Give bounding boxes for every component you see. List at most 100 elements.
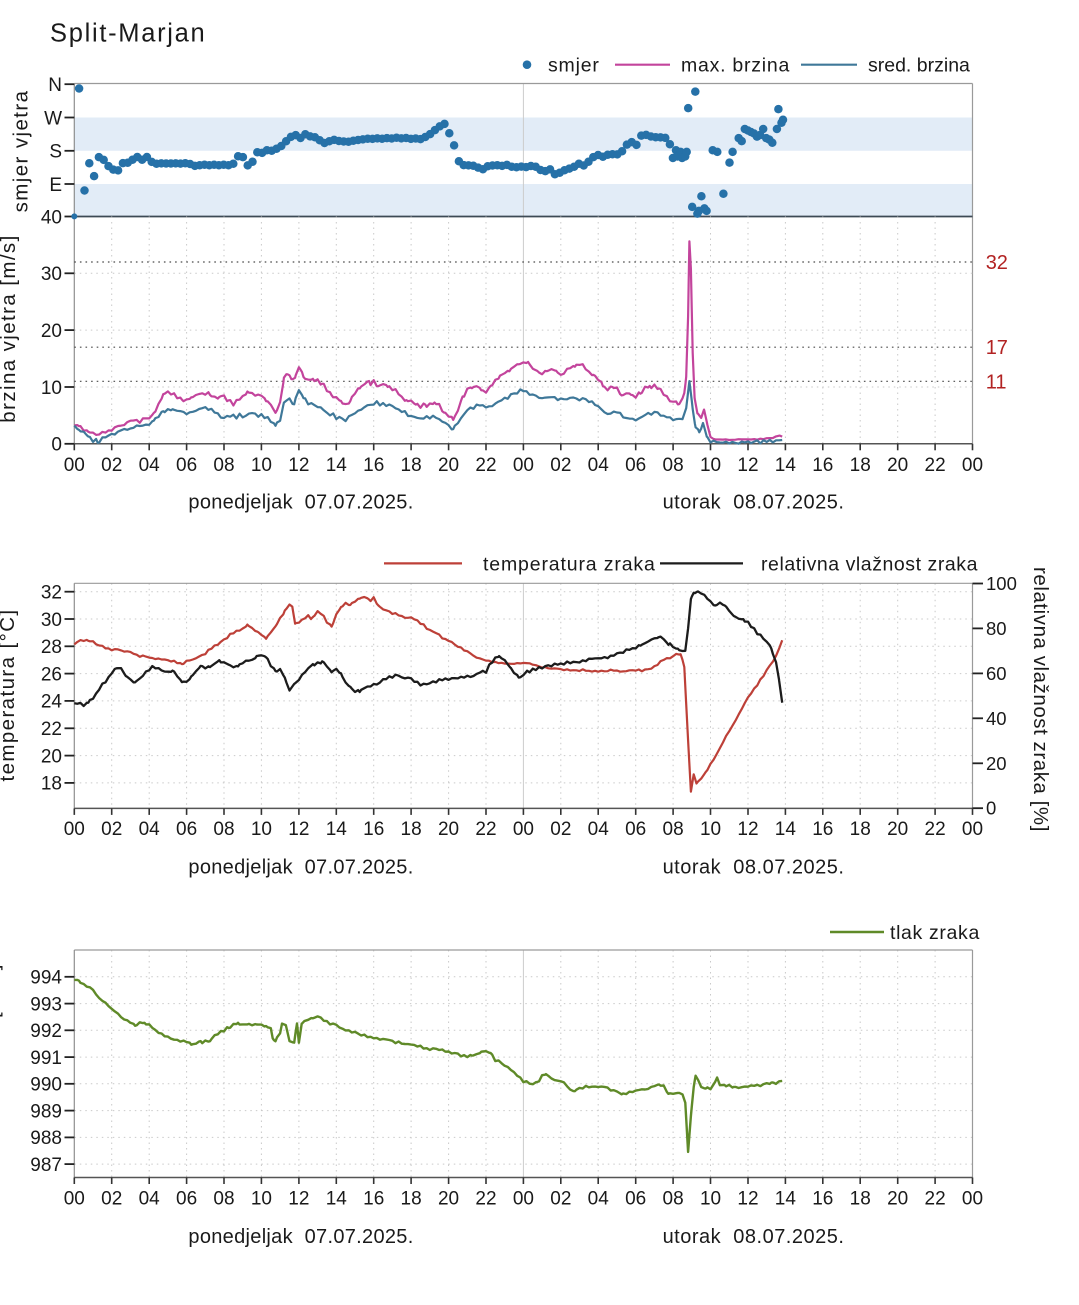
svg-text:04: 04 xyxy=(588,819,610,840)
svg-text:14: 14 xyxy=(775,1189,797,1210)
svg-text:00: 00 xyxy=(64,455,85,476)
svg-text:08: 08 xyxy=(213,455,234,476)
svg-text:brzina vjetra [m/s]: brzina vjetra [m/s] xyxy=(0,234,20,422)
svg-text:40: 40 xyxy=(41,207,62,228)
svg-text:temperatura [°C]: temperatura [°C] xyxy=(0,608,19,781)
svg-text:00: 00 xyxy=(962,819,983,840)
svg-text:20: 20 xyxy=(887,1189,908,1210)
svg-text:18: 18 xyxy=(850,819,871,840)
svg-text:60: 60 xyxy=(986,663,1007,684)
svg-text:02: 02 xyxy=(101,455,122,476)
svg-text:10: 10 xyxy=(700,819,721,840)
svg-text:10: 10 xyxy=(41,378,62,399)
svg-text:04: 04 xyxy=(139,1189,161,1210)
svg-text:W: W xyxy=(44,108,62,129)
svg-text:08: 08 xyxy=(663,819,684,840)
svg-text:10: 10 xyxy=(251,455,272,476)
svg-text:02: 02 xyxy=(550,455,571,476)
svg-text:02: 02 xyxy=(101,819,122,840)
svg-text:10: 10 xyxy=(700,1189,721,1210)
svg-text:relativna vlažnost zraka [%]: relativna vlažnost zraka [%] xyxy=(1029,567,1052,832)
svg-text:00: 00 xyxy=(64,819,85,840)
svg-text:22: 22 xyxy=(925,819,946,840)
svg-text:sred. brzina: sred. brzina xyxy=(868,55,970,77)
svg-text:08: 08 xyxy=(213,1189,234,1210)
svg-text:12: 12 xyxy=(288,819,309,840)
svg-text:16: 16 xyxy=(812,455,833,476)
svg-text:06: 06 xyxy=(176,1189,197,1210)
svg-text:26: 26 xyxy=(41,664,62,685)
svg-text:12: 12 xyxy=(288,1189,309,1210)
svg-text:20: 20 xyxy=(438,1189,459,1210)
svg-text:04: 04 xyxy=(588,1189,610,1210)
svg-text:20: 20 xyxy=(887,455,908,476)
svg-text:22: 22 xyxy=(925,1189,946,1210)
svg-text:32: 32 xyxy=(41,582,62,603)
svg-text:N: N xyxy=(48,75,62,96)
svg-text:0: 0 xyxy=(986,798,996,819)
svg-text:utorak 08.07.2025.: utorak 08.07.2025. xyxy=(663,857,845,879)
svg-text:18: 18 xyxy=(850,1189,871,1210)
svg-text:14: 14 xyxy=(326,455,348,476)
svg-text:tlak zraka: tlak zraka xyxy=(890,922,980,944)
svg-text:00: 00 xyxy=(513,819,534,840)
svg-text:10: 10 xyxy=(251,1189,272,1210)
svg-text:22: 22 xyxy=(475,1189,496,1210)
svg-text:utorak 08.07.2025.: utorak 08.07.2025. xyxy=(663,492,845,514)
svg-text:02: 02 xyxy=(550,1189,571,1210)
svg-text:18: 18 xyxy=(850,455,871,476)
svg-text:ponedjeljak 07.07.2025.: ponedjeljak 07.07.2025. xyxy=(188,492,413,514)
svg-text:12: 12 xyxy=(737,1189,758,1210)
svg-text:991: 991 xyxy=(30,1048,62,1069)
svg-text:02: 02 xyxy=(101,1189,122,1210)
svg-text:20: 20 xyxy=(986,753,1007,774)
svg-text:10: 10 xyxy=(251,819,272,840)
svg-text:00: 00 xyxy=(962,455,983,476)
svg-text:16: 16 xyxy=(812,819,833,840)
svg-text:smjer vjetra: smjer vjetra xyxy=(10,90,33,213)
svg-text:00: 00 xyxy=(513,1189,534,1210)
svg-text:28: 28 xyxy=(41,637,62,658)
svg-text:14: 14 xyxy=(775,455,797,476)
svg-text:20: 20 xyxy=(887,819,908,840)
svg-text:06: 06 xyxy=(625,819,646,840)
svg-text:ponedjeljak 07.07.2025.: ponedjeljak 07.07.2025. xyxy=(188,1226,413,1248)
svg-text:14: 14 xyxy=(326,1189,348,1210)
svg-text:08: 08 xyxy=(663,1189,684,1210)
svg-text:06: 06 xyxy=(176,819,197,840)
svg-text:80: 80 xyxy=(986,618,1007,639)
svg-text:994: 994 xyxy=(30,968,62,989)
svg-text:smjer: smjer xyxy=(548,55,600,77)
svg-text:20: 20 xyxy=(438,455,459,476)
svg-text:14: 14 xyxy=(326,819,348,840)
svg-text:temperatura zraka: temperatura zraka xyxy=(483,553,656,575)
svg-text:22: 22 xyxy=(475,819,496,840)
svg-text:990: 990 xyxy=(30,1075,62,1096)
svg-text:16: 16 xyxy=(363,1189,384,1210)
svg-text:utorak 08.07.2025.: utorak 08.07.2025. xyxy=(663,1226,845,1248)
svg-text:11: 11 xyxy=(986,371,1007,393)
svg-text:22: 22 xyxy=(41,719,62,740)
svg-text:40: 40 xyxy=(986,708,1007,729)
svg-text:max. brzina: max. brzina xyxy=(681,55,790,77)
svg-text:0: 0 xyxy=(51,435,62,456)
svg-text:18: 18 xyxy=(401,455,422,476)
svg-text:08: 08 xyxy=(213,819,234,840)
svg-text:100: 100 xyxy=(986,573,1017,594)
svg-text:14: 14 xyxy=(775,819,797,840)
svg-text:06: 06 xyxy=(176,455,197,476)
svg-text:tlak zraka [hPa]: tlak zraka [hPa] xyxy=(0,963,4,1127)
svg-text:30: 30 xyxy=(41,610,62,631)
svg-text:20: 20 xyxy=(41,321,62,342)
svg-text:18: 18 xyxy=(401,1189,422,1210)
svg-text:22: 22 xyxy=(925,455,946,476)
svg-text:20: 20 xyxy=(41,746,62,767)
svg-text:04: 04 xyxy=(139,819,161,840)
svg-text:988: 988 xyxy=(30,1128,62,1149)
svg-text:10: 10 xyxy=(700,455,721,476)
svg-text:18: 18 xyxy=(41,774,62,795)
svg-text:06: 06 xyxy=(625,455,646,476)
svg-text:12: 12 xyxy=(288,455,309,476)
svg-text:02: 02 xyxy=(550,819,571,840)
svg-text:12: 12 xyxy=(737,455,758,476)
